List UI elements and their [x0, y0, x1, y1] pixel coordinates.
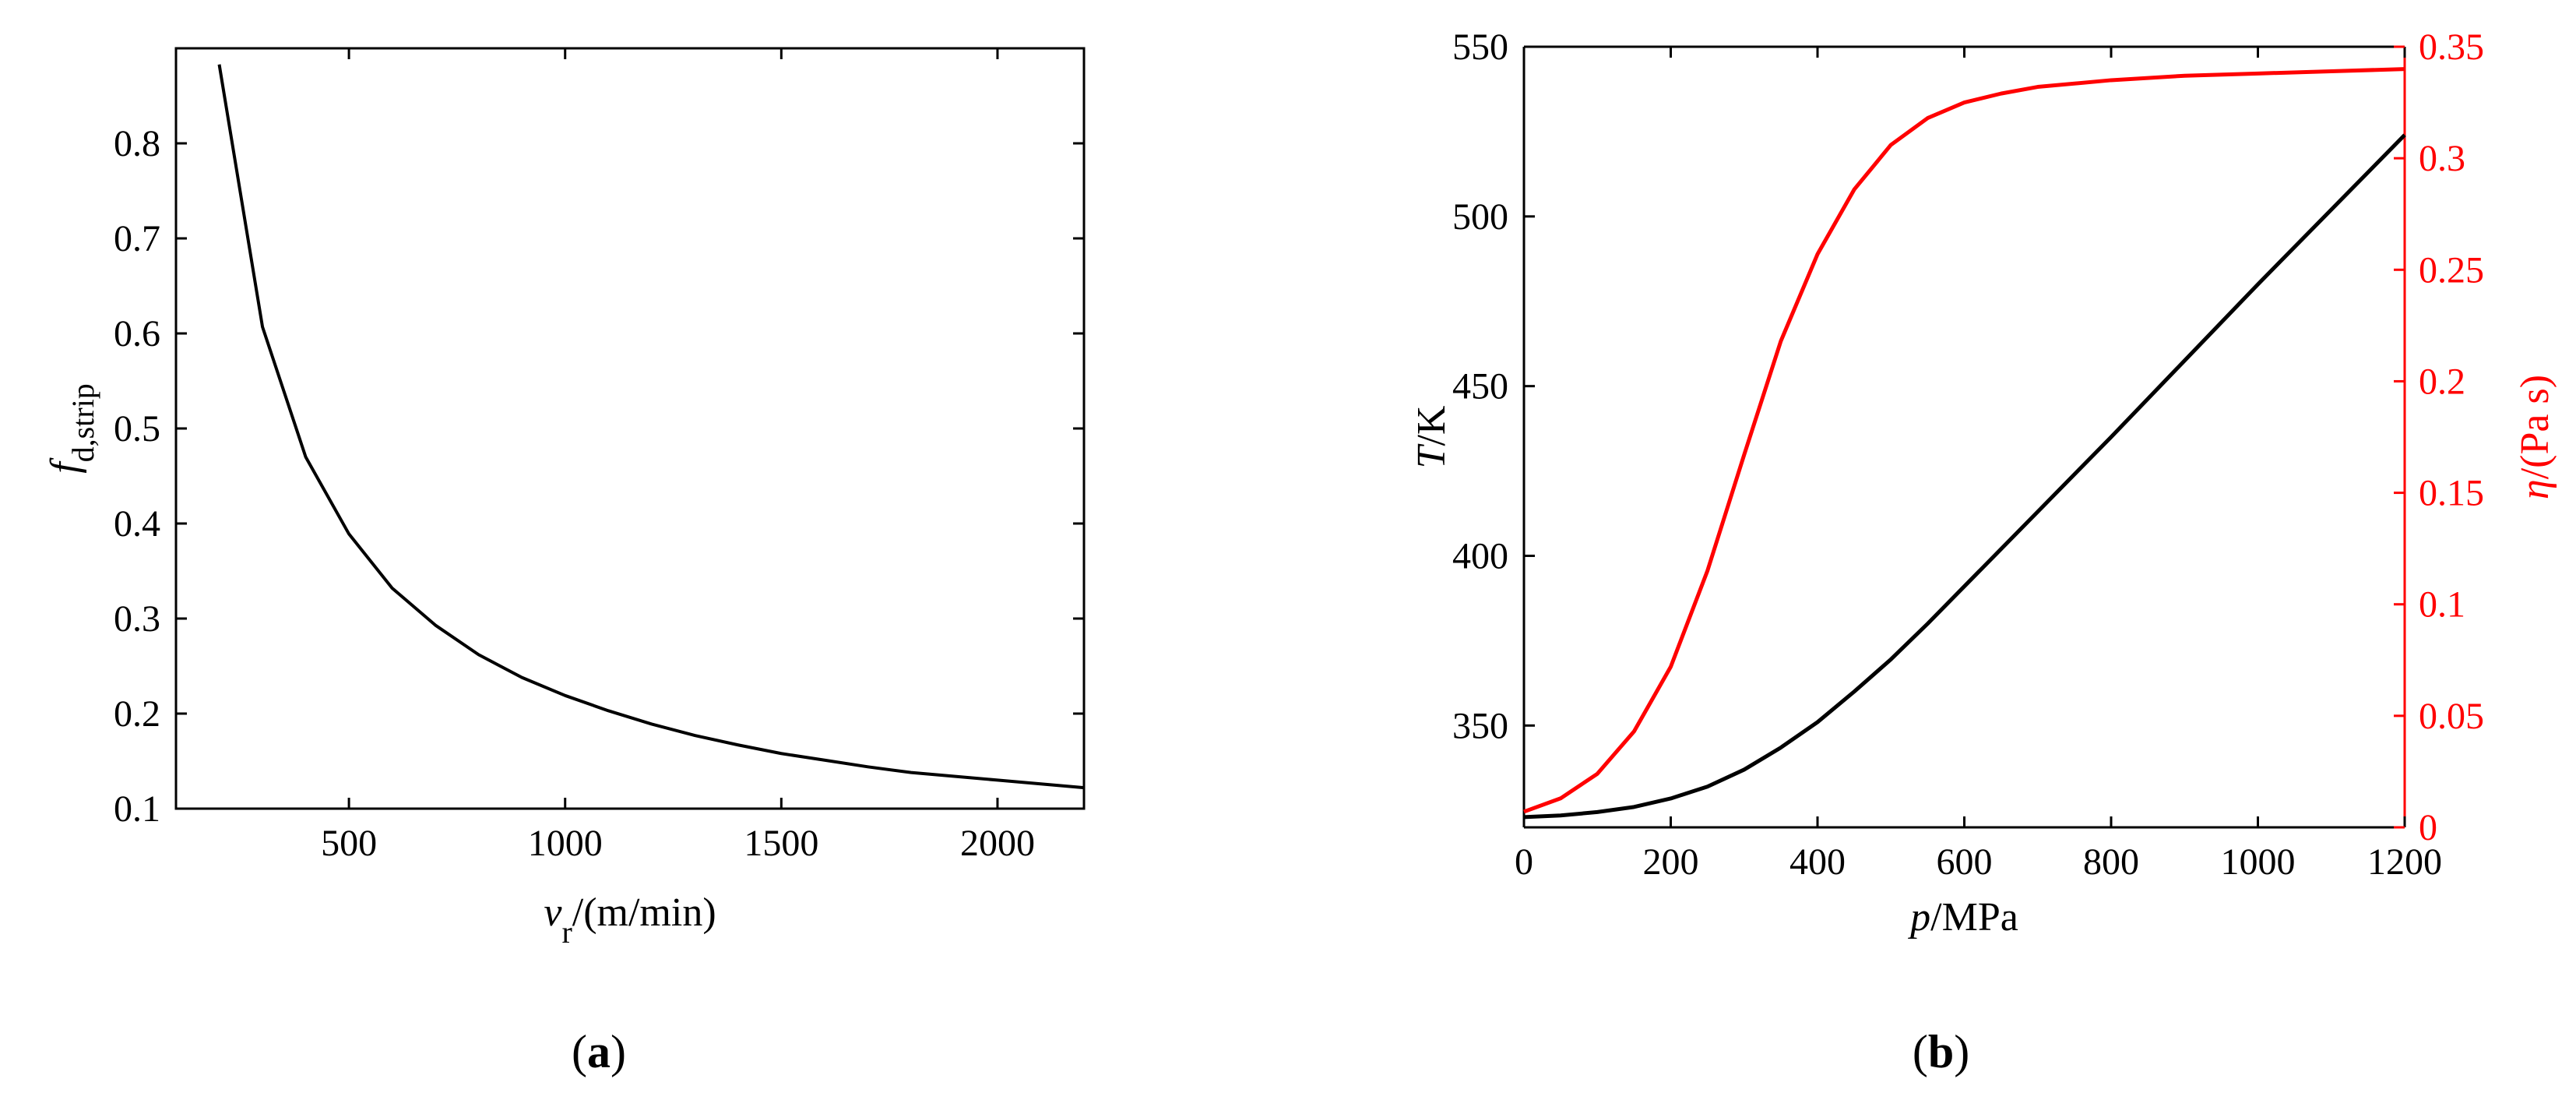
y2-tick-label: 0.05	[2419, 696, 2484, 737]
y-tick-label: 0.1	[114, 788, 160, 830]
x-tick-label: 2000	[960, 823, 1035, 864]
y-tick-label: 350	[1452, 705, 1508, 746]
x-tick-label: 1500	[744, 823, 818, 864]
y2-axis-label: η/(Pa s)	[2513, 375, 2557, 499]
chart-panel-b: 0 200 400 600 800 1000 1200 350 400 450 500 550 0 0.0…	[1409, 26, 2557, 1077]
x-tick-label: 0	[1515, 841, 1533, 883]
y2-tick-label: 0.15	[2419, 473, 2484, 514]
x-tick-label: 1000	[2221, 841, 2296, 883]
y-tick-label: 0.8	[114, 123, 160, 164]
x-axis-label: p/MPa	[1907, 895, 2018, 940]
y-tick-label: 0.3	[114, 598, 160, 640]
x-tick-label: 1000	[528, 823, 603, 864]
y-tick-label: 0.4	[114, 503, 160, 545]
y-axis-label: T/K	[1409, 405, 1454, 468]
x-tick-label: 200	[1643, 841, 1699, 883]
y2-tick-label: 0.3	[2419, 138, 2465, 179]
x-axis-label: vr/(m/min)	[544, 890, 716, 950]
chart-panel-a: 500 1000 1500 2000 0.1 0.2 0.3 0.4 0.5 0.6 0.7 0.8 v…	[43, 47, 1086, 1077]
x-tick-label: 600	[1937, 841, 1993, 883]
y-tick-label: 0.6	[114, 313, 160, 354]
y2-tick-label: 0.1	[2419, 584, 2465, 626]
x-tick-label: 800	[2083, 841, 2139, 883]
y2-tick-label: 0.2	[2419, 361, 2465, 402]
y2-tick-label: 0	[2419, 807, 2437, 848]
x-tick-label: 500	[321, 823, 377, 864]
viscosity-line	[1523, 67, 2405, 814]
y-tick-label: 0.2	[114, 693, 160, 735]
y-tick-label: 500	[1452, 196, 1508, 238]
y-tick-label: 0.7	[114, 218, 160, 259]
y-axis-label: fd,strip	[43, 383, 100, 474]
temperature-line	[1523, 133, 2406, 820]
x-tick-label: 1200	[2367, 841, 2442, 883]
y-tick-label: 550	[1452, 26, 1508, 68]
panel-label: (b)	[1913, 1026, 1969, 1077]
y-tick-label: 0.5	[114, 408, 160, 450]
series-line	[217, 64, 1085, 790]
x-tick-label: 400	[1789, 841, 1846, 883]
panel-label: (a)	[572, 1026, 626, 1077]
y2-tick-label: 0.35	[2419, 26, 2484, 68]
plot-frame	[174, 47, 1086, 810]
y-tick-label: 450	[1452, 366, 1508, 407]
y-tick-label: 400	[1452, 535, 1508, 576]
y2-tick-label: 0.25	[2419, 249, 2484, 291]
